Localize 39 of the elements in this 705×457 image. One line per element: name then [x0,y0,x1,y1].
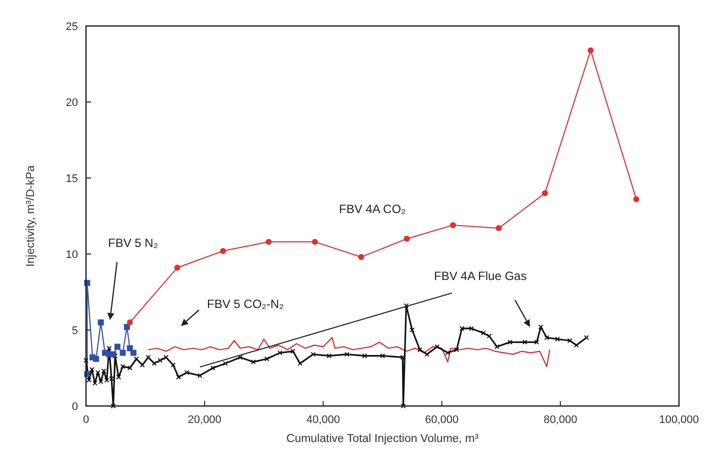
point [120,350,126,356]
point [312,238,318,245]
point [404,236,410,242]
point [126,319,133,326]
point [220,248,226,254]
y-tick-label: 15 [66,172,78,185]
x-tick-label: 20,000 [188,414,222,426]
y-tick-label: 5 [72,324,78,337]
point [174,264,180,271]
point [110,351,116,358]
point [98,319,104,326]
series-label: FBV 4A CO₂ [339,202,406,216]
point [124,324,130,330]
text: FBV 5 CO₂-N₂ [207,297,284,311]
y-tick-label: 25 [66,20,78,33]
x-axis-title: Cumulative Total Injection Volume, m³ [286,433,479,445]
y-axis-title: Injectivity, m³/D-kPa [25,164,37,267]
point [93,356,100,362]
point [266,238,272,245]
y-tick-label: 20 [66,96,78,109]
point [588,47,594,54]
y-tick-label: 10 [66,248,78,261]
point [542,190,548,196]
text: FBV 4A Flue Gas [434,269,527,283]
y-tick-label: 0 [72,400,78,413]
x-tick-label: 40,000 [306,414,340,426]
x-tick-label: 60,000 [424,414,459,426]
line-series [148,337,550,368]
x-tick-label: 100,000 [659,414,699,426]
point [126,345,133,352]
point [450,222,456,228]
point [114,344,120,350]
x-tick-label: 80,000 [544,414,578,426]
x-tick-label: 0 [82,414,90,426]
point [130,350,136,356]
text: FBV 5 N₂ [108,236,158,250]
point [496,225,502,232]
point [633,196,640,202]
point [358,254,364,260]
